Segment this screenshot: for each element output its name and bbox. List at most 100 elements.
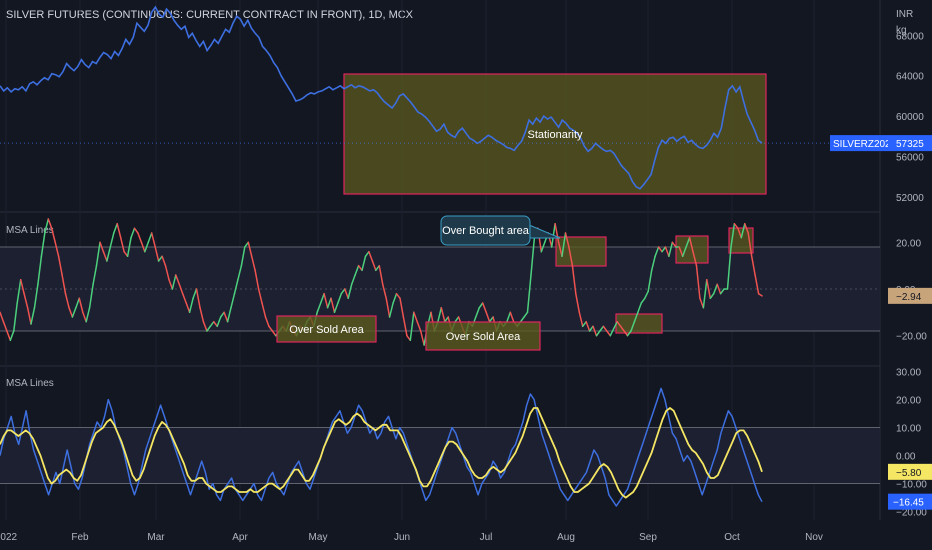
msa-line-segment <box>364 250 370 258</box>
msa-fast-line <box>0 387 763 507</box>
msa-line-segment <box>747 232 753 258</box>
msa-line-segment <box>23 292 29 309</box>
msa-line-segment <box>744 222 749 234</box>
msa-signal-line <box>0 407 763 499</box>
y-tick-label: 52000 <box>896 193 924 204</box>
msa-line-segment <box>671 241 677 248</box>
msa-line-segment <box>588 325 594 332</box>
msa-line-segment <box>64 292 70 309</box>
x-tick-label: May <box>309 532 328 543</box>
msa-line-segment <box>354 264 360 276</box>
msa-line-segment <box>381 283 387 300</box>
msa-line-segment <box>392 292 398 304</box>
y-tick-label: 68000 <box>896 31 924 42</box>
overbought-callout <box>440 215 531 246</box>
msa-line-segment <box>637 302 643 314</box>
msa-line-segment <box>650 255 656 272</box>
msa-line-segment <box>71 306 77 318</box>
msa-line-segment <box>130 227 136 239</box>
msa-line-segment <box>568 246 574 267</box>
msa-line-segment <box>264 316 270 328</box>
stationarity-label: Stationarity <box>527 129 583 141</box>
msa-line-segment <box>575 292 581 314</box>
y-tick-label: 10.00 <box>896 424 921 435</box>
msa-line-segment <box>319 292 325 304</box>
msa-line-segment <box>350 274 356 286</box>
msa-line-segment <box>216 316 222 328</box>
x-tick-label: Feb <box>71 532 89 543</box>
msa-line-segment <box>168 278 174 290</box>
msa-line-segment <box>581 320 587 328</box>
msa2-fast-tag: −16.45 <box>893 498 924 509</box>
msa-line-segment <box>599 325 605 332</box>
x-tick-label: 2022 <box>0 532 18 543</box>
msa-line-segment <box>75 297 81 309</box>
x-tick-label: Jun <box>394 532 410 543</box>
msa-line-segment <box>271 330 277 337</box>
msa-line-segment <box>9 330 15 342</box>
msa-line-segment <box>150 232 156 248</box>
msa-line-segment <box>33 283 39 309</box>
y-tick-label: 20.00 <box>896 396 921 407</box>
msa-line-segment <box>344 288 349 300</box>
chart-title: SILVER FUTURES (CONTINUOUS: CURRENT CONT… <box>6 9 414 21</box>
overbought-callout-label: Over Bought area <box>442 225 530 237</box>
msa-line-segment <box>530 236 536 276</box>
msa-line-segment <box>571 264 577 295</box>
msa-line-segment <box>506 311 512 323</box>
y-tick-label: 60000 <box>896 112 924 123</box>
msa-line-segment <box>737 227 743 239</box>
oversold-area-label: Over Sold Area <box>446 331 521 343</box>
msa-line-segment <box>595 330 601 337</box>
msa-line-segment <box>695 264 701 300</box>
msa-line-segment <box>223 311 229 323</box>
msa-line-segment <box>54 241 60 258</box>
msa-line-segment <box>147 232 153 244</box>
msa-line-segment <box>330 297 336 314</box>
msa-line-segment <box>213 320 218 328</box>
msa-line-segment <box>68 306 74 318</box>
x-tick-label: Jul <box>480 532 493 543</box>
msa-line-segment <box>82 311 87 323</box>
msa-line-segment <box>13 302 18 332</box>
msa-line-segment <box>333 302 339 314</box>
unit-label: kg <box>896 25 907 36</box>
currency-label: INR <box>896 9 913 20</box>
x-tick-label: Mar <box>147 532 165 543</box>
msa-line-segment <box>616 320 622 328</box>
overbought-box <box>675 235 709 264</box>
msa-line-segment <box>630 320 636 332</box>
msa2-signal-tag-bg <box>888 463 932 480</box>
msa-line-segment <box>2 320 8 332</box>
msa-line-segment <box>699 297 705 309</box>
msa-line-segment <box>578 311 584 328</box>
msa-line-segment <box>195 288 201 309</box>
msa-line-segment <box>750 255 756 276</box>
msa-line-segment <box>440 306 446 323</box>
msa-line-segment <box>716 283 722 295</box>
msa-line-segment <box>261 302 267 318</box>
last-price-tag: 57325 <box>896 139 924 150</box>
msa-line-segment <box>209 320 215 328</box>
msa-line-segment <box>485 311 491 323</box>
msa-line-segment <box>378 264 384 286</box>
msa-line-segment <box>740 222 746 239</box>
msa-line-segment <box>133 227 139 234</box>
msa-line-segment <box>37 255 43 286</box>
msa-line-segment <box>268 325 274 332</box>
msa-line-segment <box>413 311 418 323</box>
msa-line-segment <box>388 302 394 318</box>
msa-line-segment <box>385 297 391 318</box>
y-tick-label: 56000 <box>896 152 924 163</box>
msa-line-segment <box>188 297 194 314</box>
msa-line-segment <box>395 292 401 300</box>
msa-line-segment <box>226 306 232 323</box>
msa2-fast-tag-bg <box>888 493 932 510</box>
msa-line-segment <box>244 241 250 248</box>
msa-line-segment <box>85 306 91 323</box>
msa-line-segment <box>481 302 487 314</box>
price-series-line <box>0 5 763 190</box>
msa-line-segment <box>233 278 239 295</box>
msa-line-segment <box>664 246 670 258</box>
